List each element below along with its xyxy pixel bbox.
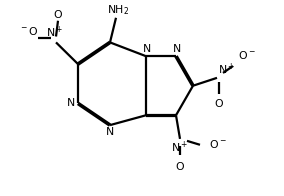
Text: O: O [176,162,184,172]
Text: $^-$O: $^-$O [19,25,39,37]
Text: N$^+$: N$^+$ [171,140,189,155]
Text: O$^-$: O$^-$ [238,49,256,61]
Text: O: O [54,10,62,20]
Text: N: N [173,44,181,54]
Text: N: N [143,44,151,54]
Text: O: O [215,99,223,109]
Text: N$^+$: N$^+$ [218,62,235,77]
Text: N: N [106,127,114,137]
Text: N: N [67,98,76,108]
Text: NH$_2$: NH$_2$ [107,3,129,17]
Text: O$^-$: O$^-$ [209,138,227,150]
Text: N$^+$: N$^+$ [46,25,64,40]
